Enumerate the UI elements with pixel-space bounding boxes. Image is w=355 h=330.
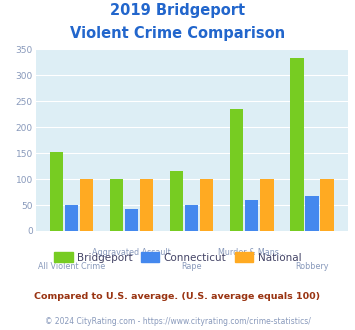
Bar (50, 152, 63, 231)
Legend: Bridgeport, Connecticut, National: Bridgeport, Connecticut, National (50, 248, 305, 267)
Bar (230, 109, 244, 231)
Text: 2019 Bridgeport: 2019 Bridgeport (110, 3, 245, 18)
Text: Compared to U.S. average. (U.S. average equals 100): Compared to U.S. average. (U.S. average … (34, 292, 321, 301)
Text: Rape: Rape (181, 262, 202, 271)
Text: © 2024 CityRating.com - https://www.cityrating.com/crime-statistics/: © 2024 CityRating.com - https://www.city… (45, 317, 310, 326)
Text: Robbery: Robbery (295, 262, 329, 271)
Bar (185, 205, 198, 231)
Bar (110, 179, 123, 231)
Bar (321, 179, 334, 231)
Text: Murder & Mans...: Murder & Mans... (218, 248, 286, 257)
Bar (260, 179, 274, 231)
Text: Aggravated Assault: Aggravated Assault (92, 248, 171, 257)
Bar (200, 179, 213, 231)
Bar (245, 200, 258, 231)
Bar (65, 205, 78, 231)
Bar (290, 58, 304, 231)
Bar (125, 209, 138, 231)
Text: Violent Crime Comparison: Violent Crime Comparison (70, 26, 285, 41)
Bar (140, 179, 153, 231)
Bar (305, 196, 319, 231)
Bar (80, 179, 93, 231)
Text: All Violent Crime: All Violent Crime (38, 262, 105, 271)
Bar (170, 171, 183, 231)
